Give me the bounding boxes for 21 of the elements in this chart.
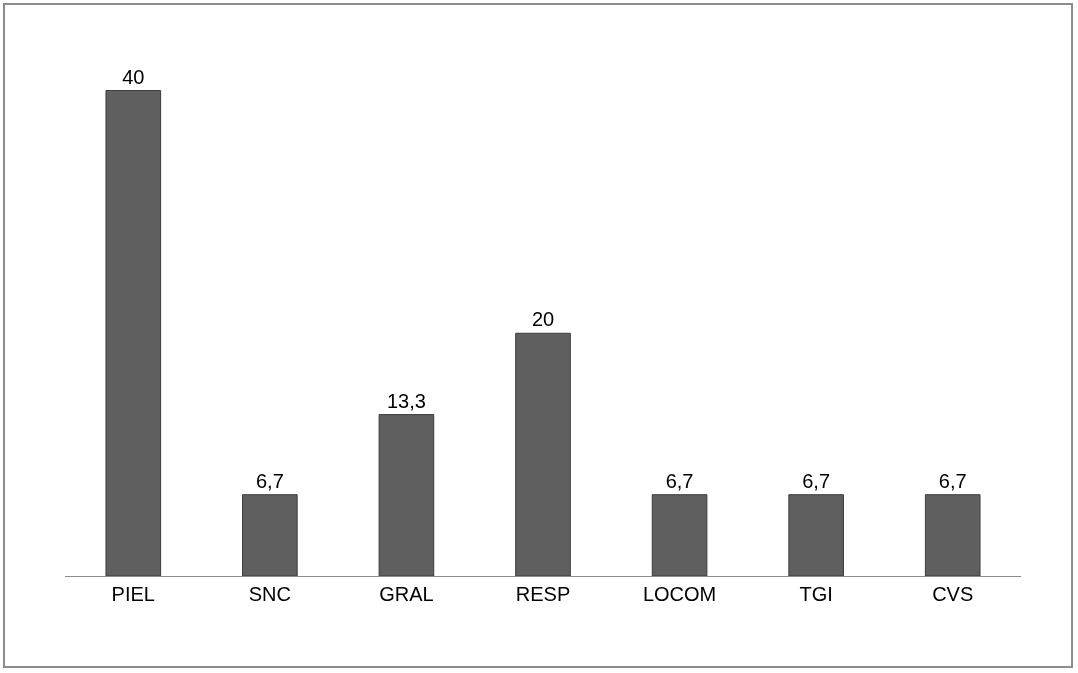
x-tick-label: SNC (248, 583, 291, 605)
data-label: 6,7 (255, 469, 284, 492)
x-tick-label: LOCOM (642, 583, 717, 605)
bar (515, 332, 571, 576)
data-label: 20 (531, 308, 555, 331)
x-tick-label: GRAL (379, 583, 434, 605)
data-label: 6,7 (665, 469, 694, 492)
bar (924, 494, 981, 576)
data-label: 6,7 (938, 469, 967, 492)
x-tick-label: RESP (515, 583, 571, 605)
data-label: 6,7 (802, 469, 831, 492)
x-tick-label: CVS (932, 583, 974, 605)
bar (242, 494, 298, 576)
data-label: 13,3 (386, 389, 426, 412)
x-tick-label: TGI (799, 583, 833, 605)
bar (378, 414, 435, 576)
bar (651, 494, 708, 576)
data-label: 40 (122, 65, 145, 88)
bar (788, 494, 844, 576)
bar (105, 90, 162, 576)
x-tick-label: PIEL (111, 583, 155, 605)
